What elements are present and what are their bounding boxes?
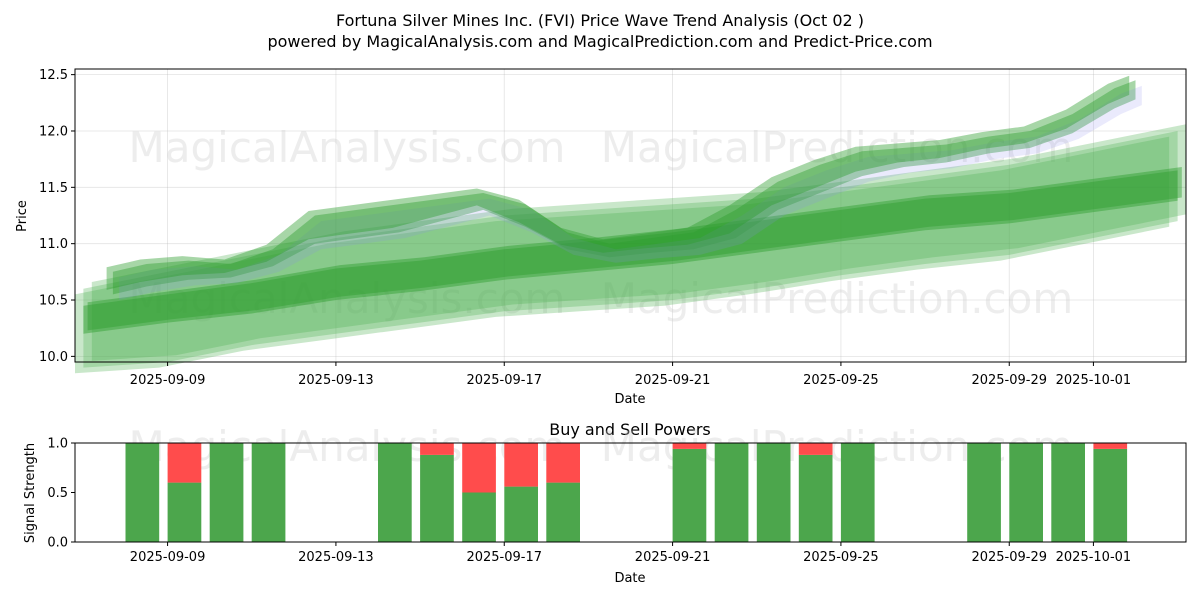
watermark-text: MagicalPrediction.com — [601, 274, 1074, 323]
wave-band-2-0 — [83, 131, 1178, 368]
buy-bar — [420, 454, 454, 542]
buy-bar — [1009, 443, 1043, 542]
x-tick-label: 2025-09-09 — [130, 550, 206, 565]
y-tick-label: 10.5 — [39, 294, 68, 309]
x-tick-label: 2025-09-25 — [803, 550, 879, 565]
buy-bar — [756, 443, 791, 542]
wave-band-2-2 — [75, 136, 1170, 374]
price-panel: MagicalAnalysis.com MagicalPrediction.co… — [15, 68, 1187, 407]
price-x-ticks: 2025-09-09 2025-09-13 2025-09-17 2025-09-21… — [130, 362, 1131, 388]
x-tick-label: 2025-09-09 — [130, 373, 206, 388]
buy-bar — [967, 443, 1001, 542]
x-tick-label: 2025-09-25 — [803, 373, 879, 388]
chart-subtitle: powered by MagicalAnalysis.com and Magic… — [267, 32, 932, 51]
x-tick-label: 2025-09-17 — [466, 373, 542, 388]
buy-bar — [840, 443, 875, 542]
price-wave-bands — [75, 75, 1186, 374]
buy-bar — [504, 486, 538, 542]
wave-band-1-0 — [83, 170, 1178, 334]
sell-bar — [1093, 443, 1128, 449]
price-watermarks: MagicalAnalysis.com MagicalPrediction.co… — [129, 123, 1074, 323]
signal-x-axis-label: Date — [614, 571, 645, 586]
signal-panel: Buy and Sell Powers MagicalAnalysis.com … — [23, 420, 1187, 586]
buy-bar — [378, 443, 412, 542]
y-tick-label: 0.0 — [47, 536, 68, 551]
watermark-text: MagicalPrediction.com — [601, 123, 1074, 172]
buy-bar — [798, 454, 833, 542]
x-tick-label: 2025-09-17 — [466, 550, 542, 565]
price-y-ticks: 10.0 10.5 11.0 11.5 12.0 12.5 — [39, 68, 75, 365]
watermark-text: MagicalAnalysis.com — [129, 123, 566, 172]
sell-bar — [504, 443, 538, 487]
signal-title: Buy and Sell Powers — [549, 420, 711, 439]
y-tick-label: 10.0 — [39, 350, 68, 365]
x-tick-label: 2025-09-21 — [635, 373, 711, 388]
watermark-text: MagicalPrediction.com — [601, 422, 1074, 471]
x-tick-label: 2025-10-01 — [1056, 373, 1132, 388]
y-tick-label: 0.5 — [47, 486, 68, 501]
wave-band-0-1 — [119, 85, 1142, 301]
buy-bar — [125, 443, 160, 542]
sell-bar — [167, 443, 202, 483]
sell-bar — [546, 443, 580, 483]
buy-bar — [672, 448, 707, 542]
wave-band-2-1 — [91, 124, 1186, 361]
y-tick-label: 11.5 — [39, 181, 68, 196]
buy-bar — [251, 443, 286, 542]
sell-bar — [462, 443, 496, 493]
buy-bar — [167, 482, 202, 542]
price-plot-frame — [74, 68, 1187, 363]
watermark-text: MagicalAnalysis.com — [129, 274, 566, 323]
price-y-axis-label: Price — [15, 200, 30, 232]
x-tick-label: 2025-09-29 — [971, 550, 1047, 565]
buy-bar — [1093, 448, 1128, 542]
y-tick-label: 1.0 — [47, 437, 68, 452]
price-x-axis-label: Date — [614, 392, 645, 407]
chart-title: Fortuna Silver Mines Inc. (FVI) Price Wa… — [336, 11, 864, 30]
buy-bar — [714, 443, 749, 542]
sell-bar — [798, 443, 833, 455]
sell-bar — [420, 443, 454, 455]
buy-bar — [1051, 443, 1085, 542]
price-grid — [75, 69, 1186, 362]
y-tick-label: 12.5 — [39, 68, 68, 83]
signal-x-ticks: 2025-09-09 2025-09-13 2025-09-17 2025-09-21… — [130, 542, 1131, 565]
x-tick-label: 2025-10-01 — [1056, 550, 1132, 565]
x-tick-label: 2025-09-13 — [298, 373, 374, 388]
y-tick-label: 12.0 — [39, 124, 68, 139]
signal-y-ticks: 0.0 0.5 1.0 — [47, 437, 75, 551]
y-tick-label: 11.0 — [39, 237, 68, 252]
x-tick-label: 2025-09-29 — [971, 373, 1047, 388]
wave-band-0-2 — [106, 75, 1130, 290]
wave-band-1-1 — [87, 167, 1182, 331]
signal-bars — [125, 443, 1128, 542]
buy-bar — [546, 482, 580, 542]
sell-bar — [672, 443, 707, 449]
x-tick-label: 2025-09-21 — [635, 550, 711, 565]
wave-band-0-0 — [112, 80, 1136, 295]
x-tick-label: 2025-09-13 — [298, 550, 374, 565]
buy-bar — [462, 492, 496, 542]
buy-bar — [209, 443, 244, 542]
signal-y-axis-label: Signal Strength — [23, 443, 38, 543]
